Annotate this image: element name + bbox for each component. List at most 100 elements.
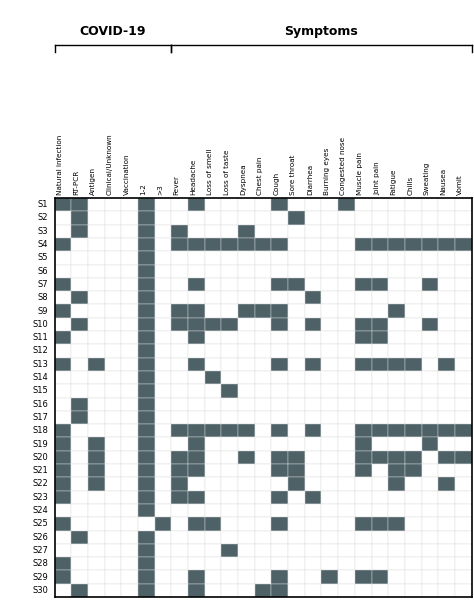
Bar — [55, 584, 71, 597]
Bar — [188, 304, 205, 318]
Bar — [205, 238, 221, 251]
Bar — [71, 224, 88, 238]
Bar — [355, 411, 372, 424]
Bar — [221, 291, 238, 304]
Text: Dyspnea: Dyspnea — [240, 163, 246, 195]
Bar — [221, 464, 238, 478]
Bar — [88, 384, 105, 398]
Bar — [255, 211, 272, 224]
Bar — [372, 437, 388, 451]
Bar — [272, 198, 288, 211]
Bar — [421, 371, 438, 384]
Bar — [255, 544, 272, 557]
Text: Sweating: Sweating — [424, 161, 430, 195]
Bar — [355, 517, 372, 530]
Bar — [138, 491, 155, 504]
Bar — [321, 358, 338, 371]
Bar — [155, 504, 171, 517]
Bar — [405, 517, 421, 530]
Bar — [455, 358, 472, 371]
Bar — [338, 278, 355, 291]
Bar — [121, 318, 138, 331]
Bar — [338, 437, 355, 451]
Bar — [238, 265, 255, 278]
Bar — [138, 530, 155, 544]
Bar — [305, 224, 321, 238]
Bar — [188, 517, 205, 530]
Bar — [255, 437, 272, 451]
Bar — [88, 224, 105, 238]
Bar — [138, 265, 155, 278]
Bar — [255, 411, 272, 424]
Bar — [71, 557, 88, 571]
Bar — [355, 424, 372, 437]
Bar — [121, 371, 138, 384]
Bar — [438, 224, 455, 238]
Bar — [455, 344, 472, 358]
Bar — [138, 304, 155, 318]
Bar — [321, 584, 338, 597]
Bar — [155, 291, 171, 304]
Bar — [71, 265, 88, 278]
Bar — [388, 504, 405, 517]
Bar — [405, 265, 421, 278]
Bar — [171, 251, 188, 265]
Bar — [55, 411, 71, 424]
Bar — [221, 451, 238, 464]
Bar — [288, 238, 305, 251]
Bar — [55, 491, 71, 504]
Bar — [355, 451, 372, 464]
Bar — [321, 265, 338, 278]
Bar — [421, 411, 438, 424]
Bar — [105, 318, 121, 331]
Text: Natural infection: Natural infection — [57, 135, 63, 195]
Bar — [155, 344, 171, 358]
Bar — [155, 331, 171, 344]
Bar — [388, 211, 405, 224]
Bar — [55, 358, 71, 371]
Bar — [221, 398, 238, 411]
Bar — [121, 571, 138, 584]
Bar — [338, 504, 355, 517]
Bar — [305, 384, 321, 398]
Bar — [238, 411, 255, 424]
Bar — [171, 344, 188, 358]
Bar — [71, 530, 88, 544]
Bar — [388, 384, 405, 398]
Bar — [55, 331, 71, 344]
Bar — [188, 504, 205, 517]
Bar — [238, 478, 255, 491]
Bar — [438, 211, 455, 224]
Bar — [355, 318, 372, 331]
Bar — [438, 251, 455, 265]
Bar — [55, 398, 71, 411]
Bar — [155, 451, 171, 464]
Bar — [55, 278, 71, 291]
Bar — [155, 464, 171, 478]
Bar — [155, 571, 171, 584]
Bar — [138, 437, 155, 451]
Bar — [305, 491, 321, 504]
Bar — [105, 278, 121, 291]
Bar — [372, 544, 388, 557]
Bar — [88, 358, 105, 371]
Bar — [321, 571, 338, 584]
Bar — [438, 411, 455, 424]
Bar — [438, 571, 455, 584]
Bar — [288, 278, 305, 291]
Bar — [105, 224, 121, 238]
Bar — [372, 384, 388, 398]
Bar — [255, 584, 272, 597]
Bar — [405, 557, 421, 571]
Bar — [188, 318, 205, 331]
Text: Chills: Chills — [407, 176, 413, 195]
Bar — [255, 491, 272, 504]
Bar — [455, 424, 472, 437]
Bar — [105, 358, 121, 371]
Bar — [438, 265, 455, 278]
Bar — [355, 437, 372, 451]
Bar — [238, 584, 255, 597]
Bar — [405, 358, 421, 371]
Bar — [388, 478, 405, 491]
Bar — [355, 530, 372, 544]
